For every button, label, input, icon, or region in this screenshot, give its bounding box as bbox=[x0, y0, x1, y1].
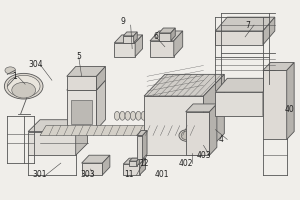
Polygon shape bbox=[144, 74, 224, 96]
Ellipse shape bbox=[120, 111, 125, 120]
Text: 401: 401 bbox=[154, 170, 169, 179]
Polygon shape bbox=[28, 132, 76, 155]
Ellipse shape bbox=[125, 111, 130, 120]
Polygon shape bbox=[40, 126, 200, 136]
Ellipse shape bbox=[136, 111, 141, 120]
Text: 7: 7 bbox=[246, 21, 250, 30]
Polygon shape bbox=[71, 100, 92, 124]
Polygon shape bbox=[171, 28, 175, 41]
Polygon shape bbox=[150, 41, 174, 57]
Polygon shape bbox=[140, 158, 146, 175]
Polygon shape bbox=[186, 112, 209, 155]
Text: 5: 5 bbox=[76, 52, 81, 61]
Polygon shape bbox=[102, 155, 110, 175]
Text: 12: 12 bbox=[139, 159, 149, 168]
Polygon shape bbox=[215, 31, 263, 45]
Polygon shape bbox=[150, 31, 183, 41]
Ellipse shape bbox=[114, 111, 120, 120]
Polygon shape bbox=[215, 92, 263, 116]
Polygon shape bbox=[123, 32, 137, 36]
Polygon shape bbox=[129, 158, 140, 161]
Polygon shape bbox=[97, 80, 105, 130]
Ellipse shape bbox=[141, 111, 146, 120]
Circle shape bbox=[4, 73, 43, 99]
Polygon shape bbox=[263, 78, 275, 116]
Text: 40: 40 bbox=[285, 105, 295, 114]
Circle shape bbox=[7, 75, 40, 97]
Polygon shape bbox=[76, 120, 88, 155]
Ellipse shape bbox=[181, 131, 193, 140]
Ellipse shape bbox=[179, 130, 195, 141]
Polygon shape bbox=[114, 35, 142, 43]
Text: 303: 303 bbox=[80, 170, 95, 179]
Text: 301: 301 bbox=[33, 170, 47, 179]
Text: 403: 403 bbox=[196, 151, 211, 160]
Polygon shape bbox=[136, 136, 142, 159]
Polygon shape bbox=[129, 161, 137, 166]
Polygon shape bbox=[263, 70, 287, 139]
Polygon shape bbox=[144, 96, 203, 155]
Polygon shape bbox=[67, 90, 97, 130]
Polygon shape bbox=[28, 120, 88, 132]
Polygon shape bbox=[159, 28, 175, 33]
Polygon shape bbox=[123, 158, 146, 164]
Polygon shape bbox=[263, 17, 275, 45]
Circle shape bbox=[5, 67, 16, 74]
Circle shape bbox=[12, 82, 36, 98]
Polygon shape bbox=[203, 74, 224, 155]
Polygon shape bbox=[114, 43, 135, 57]
Polygon shape bbox=[134, 32, 137, 43]
Polygon shape bbox=[135, 35, 142, 57]
Polygon shape bbox=[159, 33, 171, 41]
Text: 4: 4 bbox=[219, 135, 224, 144]
Text: 9: 9 bbox=[121, 17, 126, 26]
Polygon shape bbox=[82, 155, 110, 163]
Polygon shape bbox=[67, 66, 105, 76]
Text: 1: 1 bbox=[12, 72, 17, 81]
Polygon shape bbox=[215, 17, 275, 31]
Polygon shape bbox=[136, 131, 147, 136]
Polygon shape bbox=[123, 36, 134, 43]
Polygon shape bbox=[67, 80, 105, 90]
Text: 304: 304 bbox=[28, 60, 43, 69]
Text: 11: 11 bbox=[124, 170, 134, 179]
Polygon shape bbox=[67, 76, 97, 90]
Polygon shape bbox=[97, 66, 105, 90]
Polygon shape bbox=[287, 63, 294, 139]
Polygon shape bbox=[136, 158, 140, 166]
Ellipse shape bbox=[146, 111, 152, 120]
Polygon shape bbox=[186, 104, 217, 112]
Polygon shape bbox=[174, 31, 183, 57]
Text: 6: 6 bbox=[154, 32, 158, 41]
Polygon shape bbox=[123, 164, 140, 175]
Polygon shape bbox=[209, 104, 217, 155]
Ellipse shape bbox=[130, 111, 136, 120]
Polygon shape bbox=[82, 163, 102, 175]
Polygon shape bbox=[263, 63, 294, 70]
Text: 402: 402 bbox=[178, 159, 193, 168]
Polygon shape bbox=[142, 131, 147, 159]
Polygon shape bbox=[215, 78, 275, 92]
